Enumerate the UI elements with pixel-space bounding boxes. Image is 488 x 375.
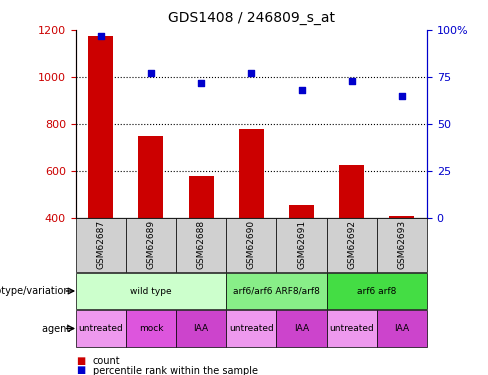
Text: GSM62693: GSM62693	[397, 220, 407, 269]
Text: count: count	[93, 356, 121, 366]
Text: percentile rank within the sample: percentile rank within the sample	[93, 366, 258, 375]
Text: untreated: untreated	[229, 324, 274, 333]
Point	[147, 70, 155, 76]
Point	[298, 87, 305, 93]
Text: GSM62687: GSM62687	[96, 220, 105, 269]
Text: GSM62692: GSM62692	[347, 220, 356, 269]
Point	[348, 78, 356, 84]
Text: agent: agent	[42, 324, 73, 333]
Text: IAA: IAA	[194, 324, 209, 333]
Bar	[289, 205, 314, 218]
Bar	[339, 165, 364, 218]
Bar	[188, 176, 214, 218]
Point	[97, 33, 104, 39]
Text: arf6/arf6 ARF8/arf8: arf6/arf6 ARF8/arf8	[233, 286, 320, 296]
Text: mock: mock	[139, 324, 163, 333]
Text: wild type: wild type	[130, 286, 172, 296]
Point	[197, 80, 205, 86]
Bar	[139, 136, 163, 218]
Text: GSM62689: GSM62689	[146, 220, 156, 269]
Text: genotype/variation: genotype/variation	[0, 286, 73, 296]
Text: ■: ■	[76, 356, 85, 366]
Text: IAA: IAA	[394, 324, 409, 333]
Point	[398, 93, 406, 99]
Text: arf6 arf8: arf6 arf8	[357, 286, 396, 296]
Text: ■: ■	[76, 366, 85, 375]
Text: GSM62691: GSM62691	[297, 220, 306, 269]
Bar	[239, 129, 264, 218]
Bar	[88, 36, 113, 218]
Point	[247, 70, 255, 76]
Text: untreated: untreated	[329, 324, 374, 333]
Text: GSM62690: GSM62690	[247, 220, 256, 269]
Title: GDS1408 / 246809_s_at: GDS1408 / 246809_s_at	[168, 11, 335, 25]
Text: IAA: IAA	[294, 324, 309, 333]
Text: GSM62688: GSM62688	[197, 220, 205, 269]
Text: untreated: untreated	[79, 324, 123, 333]
Bar	[389, 216, 414, 217]
